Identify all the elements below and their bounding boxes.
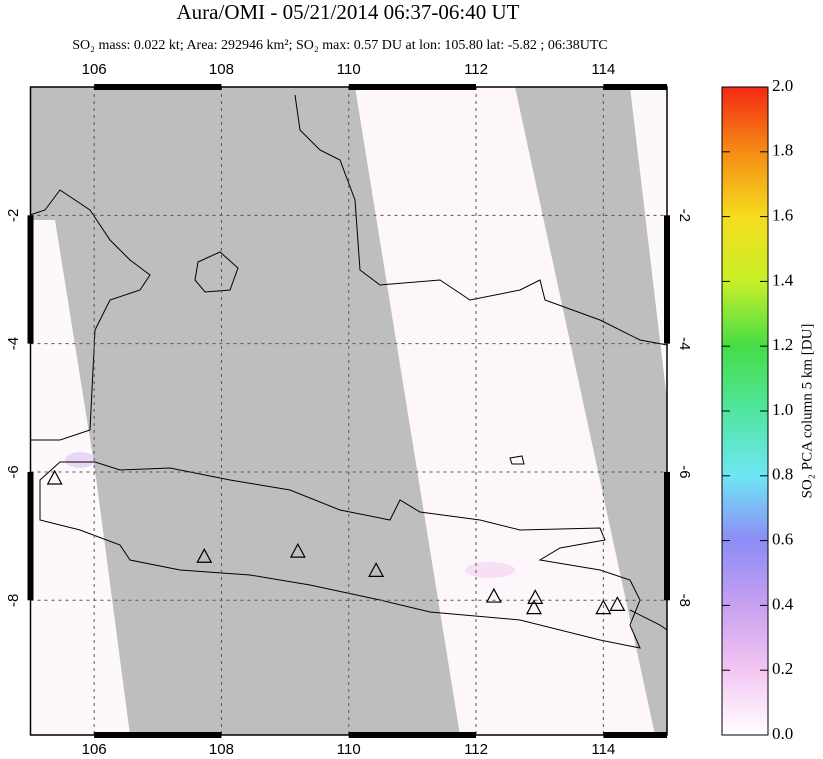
colorbar-ticks: 0.0 0.2 0.4 0.6 0.8 1.0 1.2 1.4 1.6 1.8 2.0 [722, 76, 794, 743]
volcano-marker [196, 548, 213, 563]
colorbar-tick-label: 0.8 [772, 465, 793, 484]
frame-bar [348, 732, 477, 738]
coastlines [30, 94, 667, 649]
volcano-marker [485, 587, 502, 603]
coastline [30, 189, 151, 441]
x-tick-label: 110 [337, 741, 361, 758]
volcano-marker [595, 599, 612, 615]
colorbar-tick-label: 0.2 [772, 659, 793, 678]
frame-bar [94, 732, 222, 738]
colorbar-tick-label: 0.6 [772, 530, 793, 549]
map-area [30, 87, 667, 735]
frame-bar [94, 84, 222, 90]
colorbar-tick-label: 0.0 [772, 724, 793, 743]
volcano-marker [46, 469, 63, 485]
colorbar-tick-label: 1.4 [772, 270, 794, 289]
y-tick-label: -2 [676, 209, 693, 222]
colorbar-tick-label: 2.0 [772, 76, 793, 95]
frame-bar [603, 732, 667, 738]
grid [30, 87, 667, 735]
volcano-marker [609, 596, 626, 612]
colorbar-label: SO₂ PCA column 5 km [DU] [799, 324, 815, 499]
coastline [39, 461, 641, 649]
x-tick-label: 108 [209, 61, 234, 78]
frame-bar [27, 215, 34, 344]
coastline [194, 251, 239, 293]
x-tick-label: 110 [337, 61, 361, 78]
colorbar-tick-label: 1.6 [772, 206, 793, 225]
chart-title: Aura/OMI - 05/21/2014 06:37-06:40 UT [177, 0, 520, 24]
axis-labels: 106 106 108 108 110 110 112 112 114 114 -2 -2 -4 -4 -6… [5, 61, 693, 758]
frame-bar [664, 215, 670, 344]
y-tick-label: -4 [5, 337, 22, 350]
frame-ticks [27, 84, 670, 738]
colorbar-tick-label: 0.4 [772, 594, 794, 613]
x-tick-label: 112 [464, 61, 488, 78]
y-tick-label: -8 [5, 594, 22, 607]
volcanoes [46, 469, 626, 615]
y-tick-label: -6 [676, 465, 693, 478]
swath [30, 220, 130, 735]
volcano-marker [525, 599, 542, 615]
x-tick-label: 106 [82, 61, 107, 78]
frame-bar [27, 471, 34, 601]
y-tick-label: -4 [676, 337, 693, 350]
so2-patch [465, 562, 515, 578]
x-tick-label: 112 [464, 741, 488, 758]
so2-patch [65, 452, 95, 468]
x-tick-label: 114 [591, 741, 615, 758]
y-tick-label: -8 [676, 594, 693, 607]
y-tick-label: -6 [5, 465, 22, 478]
coastline [629, 609, 667, 631]
coastline [509, 455, 525, 465]
swath [355, 87, 655, 735]
colorbar-tick-label: 1.2 [772, 335, 793, 354]
frame-bar [603, 84, 667, 90]
chart-subtitle: SO₂ mass: 0.022 kt; Area: 292946 km²; SO… [72, 38, 607, 53]
volcano-marker [289, 542, 306, 558]
frame-bar [348, 84, 477, 90]
x-tick-label: 114 [591, 61, 615, 78]
frame-bar [664, 471, 670, 601]
volcano-marker [368, 562, 385, 577]
colorbar-tick-label: 1.0 [772, 400, 793, 419]
swath [630, 87, 667, 400]
x-tick-label: 106 [82, 741, 107, 758]
colorbar-tick-label: 1.8 [772, 141, 793, 160]
x-tick-label: 108 [209, 741, 234, 758]
coastline [294, 94, 667, 346]
y-tick-label: -2 [5, 209, 22, 222]
